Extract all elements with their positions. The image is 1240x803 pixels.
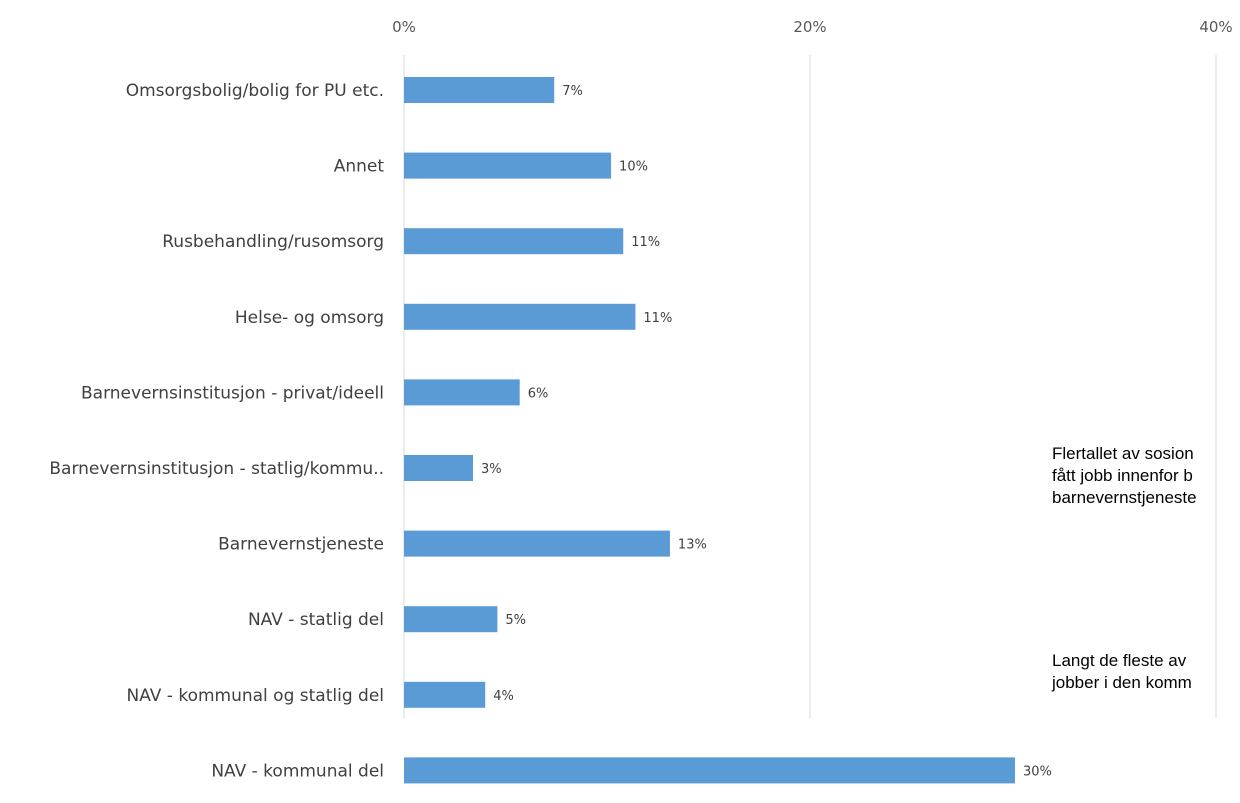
annotation-2-line-1: Langt de fleste av (1052, 651, 1187, 670)
category-label: Annet (334, 157, 385, 177)
x-tick-label: 0% (392, 18, 416, 36)
data-label: 11% (643, 311, 672, 326)
bar (404, 757, 1016, 784)
bar (404, 530, 670, 557)
annotation-1-line-1: Flertallet av sosion (1052, 444, 1194, 463)
data-label: 3% (481, 462, 502, 477)
bar (404, 455, 474, 481)
bar (404, 228, 624, 255)
data-label: 11% (631, 235, 660, 250)
data-label: 6% (528, 386, 549, 401)
bar (404, 152, 612, 179)
category-label: Barnevernsinstitusjon - statlig/kommu.. (49, 459, 384, 479)
annotation-1: Flertallet av sosion fått jobb innenfor … (1052, 443, 1240, 509)
data-label: 7% (562, 84, 583, 99)
data-label: 30% (1023, 764, 1052, 779)
category-labels: Omsorgsbolig/bolig for PU etc. Annet Rusbe… (49, 81, 384, 781)
data-label: 5% (505, 613, 526, 628)
category-label: Omsorgsbolig/bolig for PU etc. (126, 81, 384, 101)
annotation-2: Langt de fleste av jobber i den komm (1052, 650, 1240, 694)
data-labels: 7% 10% 11% 11% 6% 3% 13% 5% 4% 30% (481, 84, 1052, 779)
bar (404, 606, 498, 633)
x-tick-label: 20% (793, 18, 826, 36)
category-label: Barnevernstjeneste (218, 535, 384, 555)
x-axis-tick-labels: 0% 20% 40% (392, 18, 1233, 36)
bar (404, 77, 555, 103)
bar (404, 379, 520, 406)
data-label: 10% (619, 160, 648, 175)
category-label: Helse- og omsorg (235, 308, 384, 328)
data-label: 13% (678, 538, 707, 553)
data-label: 4% (493, 689, 514, 704)
annotation-1-line-3: barnevernstjeneste (1052, 488, 1197, 507)
bars (404, 77, 1016, 784)
category-label: Barnevernsinstitusjon - privat/ideell (81, 383, 384, 403)
annotation-1-line-2: fått jobb innenfor b (1052, 466, 1193, 485)
category-label: Rusbehandling/rusomsorg (162, 232, 384, 252)
x-tick-label: 40% (1199, 18, 1232, 36)
annotation-2-line-2: jobber i den komm (1052, 673, 1192, 692)
category-label: NAV - kommunal og statlig del (127, 686, 385, 706)
bar (404, 303, 636, 330)
bar (404, 681, 486, 708)
category-label: NAV - kommunal del (211, 761, 384, 781)
category-label: NAV - statlig del (248, 610, 384, 630)
